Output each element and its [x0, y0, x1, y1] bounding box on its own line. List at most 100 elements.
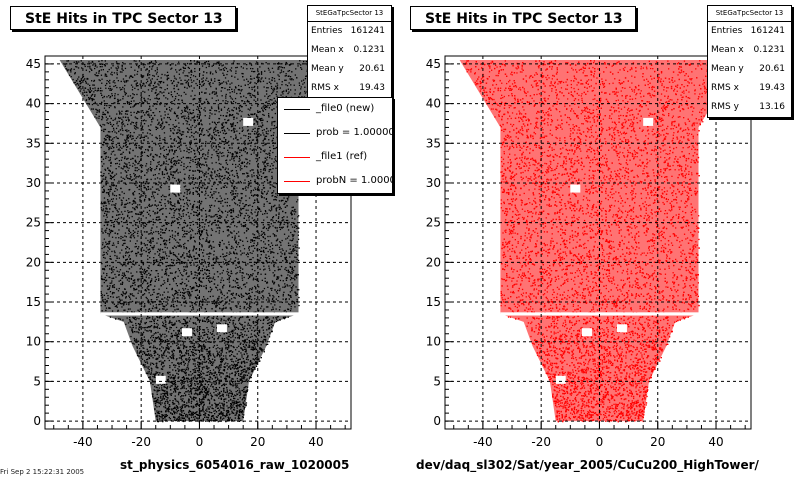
hit-point — [195, 138, 197, 140]
hit-point — [173, 99, 175, 102]
hit-point — [199, 111, 201, 113]
hit-point — [164, 321, 167, 323]
hit-point — [146, 132, 149, 134]
hit-point — [98, 60, 100, 62]
hit-point — [207, 102, 210, 104]
hit-point — [203, 346, 205, 348]
hit-point — [254, 127, 256, 129]
hit-point — [150, 81, 152, 83]
hit-point — [172, 402, 175, 404]
hit-point — [192, 136, 195, 138]
hit-point — [281, 220, 283, 222]
hit-point — [101, 90, 103, 92]
hit-point — [268, 224, 270, 226]
hit-point — [256, 343, 259, 345]
hit-point — [223, 417, 225, 419]
hit-point — [170, 305, 172, 308]
hit-point — [268, 322, 270, 324]
hit-point — [162, 362, 165, 364]
hit-point — [123, 302, 126, 304]
hit-point — [155, 230, 157, 233]
hit-point — [193, 60, 195, 62]
hit-point — [162, 298, 164, 300]
hit-point — [217, 352, 219, 354]
hit-point — [185, 269, 187, 271]
hit-point — [188, 79, 190, 81]
hit-point — [172, 262, 174, 264]
hit-point — [172, 377, 175, 379]
hit-point — [174, 411, 176, 413]
hit-point — [275, 235, 277, 237]
hit-point — [167, 346, 169, 348]
hit-point — [220, 109, 223, 111]
hit-point — [148, 356, 150, 359]
hit-point — [130, 66, 132, 68]
hit-point — [195, 397, 197, 399]
hit-point — [175, 208, 177, 211]
hit-point — [271, 99, 273, 101]
hit-point — [144, 207, 146, 209]
hit-point — [213, 93, 216, 95]
hit-point — [167, 154, 169, 156]
hit-point — [138, 67, 140, 69]
hit-point — [149, 133, 151, 135]
hit-point — [133, 288, 135, 290]
hit-point — [149, 240, 151, 243]
hit-point — [192, 351, 194, 354]
hit-point — [264, 144, 266, 146]
hit-point — [228, 243, 230, 246]
hit-point — [183, 266, 185, 268]
hit-point — [258, 133, 260, 136]
hit-point — [240, 254, 242, 256]
hit-point — [115, 136, 117, 138]
hit-point — [244, 340, 246, 342]
hit-point — [224, 177, 226, 179]
hit-point — [179, 77, 181, 79]
hit-point — [224, 118, 226, 121]
hit-point — [107, 156, 109, 158]
hit-point — [174, 395, 176, 397]
hit-point — [221, 350, 223, 352]
hit-point — [208, 388, 210, 390]
hit-point — [170, 68, 172, 70]
hit-point — [292, 248, 294, 251]
hit-point — [121, 147, 123, 149]
hit-point — [147, 258, 149, 260]
hit-point — [194, 368, 196, 370]
hit-point — [233, 198, 235, 200]
hit-point — [189, 382, 192, 384]
hit-point — [256, 353, 258, 356]
hit-point — [232, 193, 234, 195]
hit-point — [218, 381, 220, 384]
hit-point — [156, 410, 158, 412]
hit-point — [152, 231, 155, 233]
hit-point — [128, 77, 131, 79]
hit-point — [242, 207, 244, 210]
hit-point — [171, 67, 173, 69]
hit-point — [204, 262, 207, 264]
hit-point — [85, 99, 87, 102]
hit-point — [233, 355, 235, 357]
hit-point — [234, 260, 236, 262]
hit-point — [79, 87, 81, 89]
hit-point — [154, 97, 156, 100]
hit-point — [136, 93, 138, 96]
hit-point — [165, 169, 167, 171]
hit-point — [280, 226, 282, 229]
hit-point — [158, 93, 160, 95]
hit-point — [197, 113, 199, 116]
hit-point — [112, 242, 115, 244]
hit-point — [152, 237, 154, 239]
hit-point — [119, 318, 121, 320]
hit-point — [178, 127, 180, 129]
hit-point — [138, 352, 140, 354]
hit-point — [276, 91, 278, 93]
hit-point — [197, 187, 199, 189]
hit-point — [136, 240, 138, 242]
hit-point — [211, 195, 213, 197]
hit-point — [173, 355, 175, 357]
hit-point — [177, 131, 179, 133]
hit-point — [201, 402, 203, 404]
hit-point — [194, 170, 197, 172]
hit-point — [184, 322, 186, 325]
